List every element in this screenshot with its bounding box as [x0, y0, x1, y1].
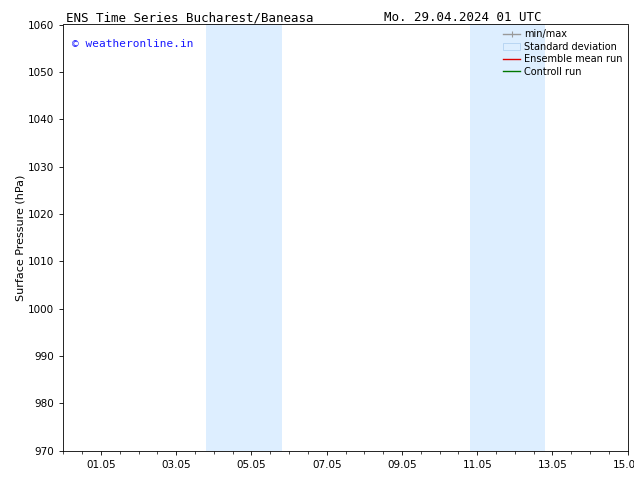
Bar [470, 24, 507, 451]
Bar [507, 24, 545, 451]
Y-axis label: Surface Pressure (hPa): Surface Pressure (hPa) [15, 174, 25, 301]
Bar [244, 24, 281, 451]
Text: © weatheronline.in: © weatheronline.in [72, 39, 193, 49]
Legend: min/max, Standard deviation, Ensemble mean run, Controll run: min/max, Standard deviation, Ensemble me… [501, 27, 624, 78]
Text: Mo. 29.04.2024 01 UTC: Mo. 29.04.2024 01 UTC [384, 11, 541, 24]
Bar [206, 24, 244, 451]
Text: ENS Time Series Bucharest/Baneasa: ENS Time Series Bucharest/Baneasa [67, 11, 314, 24]
